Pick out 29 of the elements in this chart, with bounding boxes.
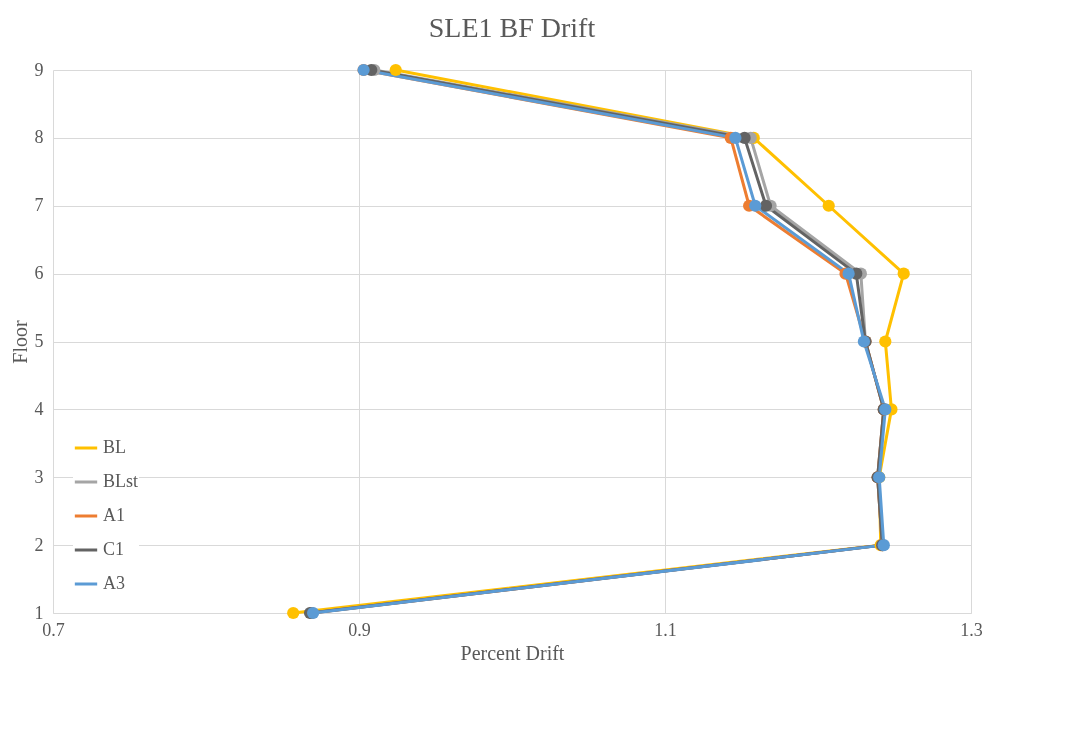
y-tick-label: 9 (34, 59, 44, 80)
x-tick-label: 0.9 (348, 619, 371, 640)
x-tick-label: 1.1 (654, 619, 677, 640)
y-axis-title: Floor (8, 319, 31, 364)
point (822, 199, 835, 212)
point (759, 199, 773, 212)
y-tick-label: 4 (34, 398, 44, 419)
y-tick-label: 3 (34, 466, 44, 487)
legend-label: BLst (103, 471, 139, 491)
x-axis-title: Percent Drift (460, 641, 565, 664)
x-tick-label: 0.7 (42, 619, 65, 640)
legend-label: C1 (103, 539, 125, 559)
y-tick-label: 5 (34, 331, 44, 351)
x-tick-label: 1.3 (960, 619, 983, 640)
point (879, 335, 892, 348)
legend-label: A1 (103, 505, 125, 525)
legend-label: BL (103, 437, 127, 457)
point (389, 63, 402, 77)
legend-label: A3 (103, 573, 125, 593)
point (729, 131, 742, 144)
y-tick-label: 6 (34, 263, 44, 284)
y-tick-label: 1 (34, 602, 44, 623)
y-tick-label: 7 (34, 195, 44, 216)
point (897, 267, 910, 280)
chart-title: SLE1 BF Drift (428, 12, 596, 43)
y-tick-label: 8 (34, 127, 44, 148)
point (749, 199, 762, 212)
point (287, 606, 300, 620)
y-tick-label: 2 (34, 534, 44, 555)
